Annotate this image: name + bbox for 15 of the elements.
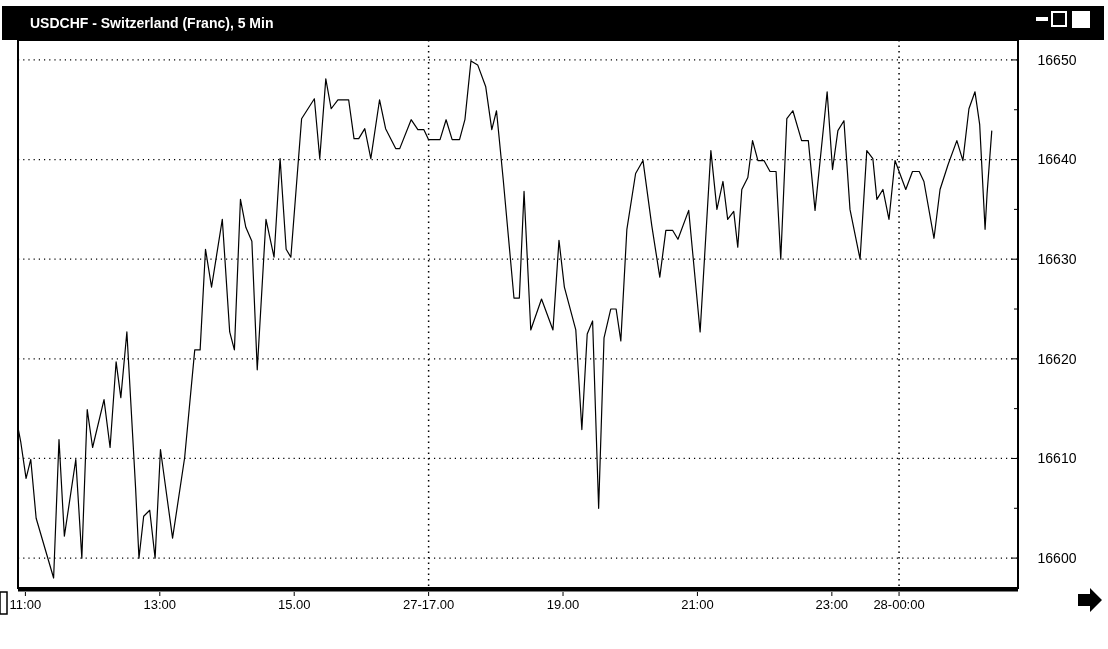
y-tick-label: 16630: [1037, 251, 1077, 268]
x-tick-label: 28-00:00: [873, 597, 925, 612]
y-tick-label: 16640: [1037, 151, 1077, 168]
y-tick-label: 16620: [1037, 350, 1077, 367]
x-tick-label: 13:00: [143, 597, 177, 612]
y-tick-label: 16600: [1037, 550, 1077, 567]
x-tick-label: 11:00: [9, 597, 42, 612]
x-tick-label: 21:00: [681, 597, 714, 612]
chart-title: USDCHF - Switzerland (Franc), 5 Min: [30, 15, 274, 31]
x-tick-label: 27-17.00: [402, 597, 455, 612]
y-tick-label: 16610: [1037, 450, 1077, 467]
x-tick-label: 19.00: [546, 597, 580, 612]
y-tick-label: 16650: [1037, 51, 1077, 68]
x-tick-label: 15.00: [277, 597, 311, 612]
x-tick-label: 23:00: [815, 597, 849, 612]
